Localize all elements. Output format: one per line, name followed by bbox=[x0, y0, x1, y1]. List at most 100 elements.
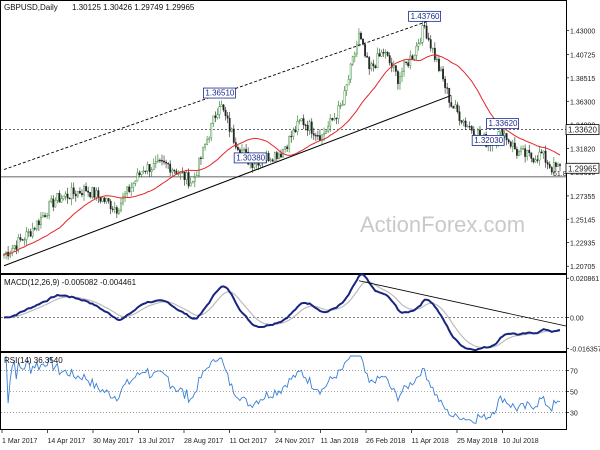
candle-body bbox=[40, 216, 42, 226]
candle-body bbox=[83, 186, 85, 196]
candle-body bbox=[397, 71, 399, 84]
candle-body bbox=[253, 163, 256, 168]
candle-body bbox=[130, 187, 133, 192]
candle-body bbox=[302, 118, 305, 126]
candle-body bbox=[173, 169, 176, 172]
watermark: ActionForex.com bbox=[360, 212, 525, 237]
fib-label: 61.8 bbox=[553, 171, 567, 178]
candle-body bbox=[370, 63, 373, 70]
candle-body bbox=[103, 197, 106, 202]
candle-body bbox=[321, 134, 323, 141]
candle-body bbox=[101, 197, 104, 202]
candle-body bbox=[308, 121, 311, 131]
candle-body bbox=[448, 87, 451, 103]
candle-body bbox=[74, 193, 77, 197]
candle-body bbox=[290, 135, 293, 138]
candle-body bbox=[538, 151, 541, 161]
candle-body bbox=[507, 139, 510, 143]
main-y-axis: 1.430001.407251.385151.363001.340901.318… bbox=[566, 28, 595, 271]
candle-body bbox=[79, 191, 81, 194]
rsi-line bbox=[5, 355, 561, 424]
candle-body bbox=[44, 215, 46, 217]
candle-body bbox=[144, 170, 147, 172]
candle-body bbox=[423, 25, 426, 27]
candle-body bbox=[413, 55, 416, 60]
moving-average-line bbox=[3, 54, 561, 256]
candle-body bbox=[161, 160, 163, 162]
candle-body bbox=[230, 128, 233, 132]
candle-body bbox=[42, 215, 44, 218]
candle-body bbox=[335, 117, 338, 120]
macd-y-axis: 0.020861 0.00 -0.016357 bbox=[566, 276, 600, 353]
candle-body bbox=[132, 183, 135, 188]
macd-panel bbox=[0, 274, 567, 352]
candle-body bbox=[29, 231, 32, 237]
candle-body bbox=[189, 182, 192, 187]
candle-body bbox=[552, 162, 555, 173]
candle-body bbox=[206, 139, 209, 145]
candle-body bbox=[70, 187, 73, 200]
candle-body bbox=[425, 25, 428, 39]
candle-body bbox=[85, 186, 87, 192]
candle-body bbox=[384, 51, 387, 54]
level-price-box bbox=[565, 124, 600, 136]
candle-body bbox=[399, 76, 401, 84]
candle-body bbox=[33, 228, 36, 230]
candle-body bbox=[542, 150, 545, 154]
candle-body bbox=[146, 164, 149, 172]
candle-body bbox=[126, 186, 128, 195]
callout-label: 1.36510 bbox=[205, 89, 234, 98]
candle-body bbox=[509, 141, 512, 147]
candle-body bbox=[52, 198, 55, 208]
candle-body bbox=[23, 239, 26, 241]
y-tick-label: 1.22935 bbox=[570, 241, 595, 248]
macd-title: MACD(12,26,9) -0.005082 -0.004461 bbox=[4, 278, 137, 287]
candle-body bbox=[366, 55, 369, 58]
candle-body bbox=[462, 120, 465, 123]
candle-body bbox=[376, 53, 379, 69]
y-tick-label: 50 bbox=[570, 390, 578, 397]
candle-body bbox=[76, 191, 79, 197]
candle-body bbox=[56, 192, 59, 201]
callouts-group: 1.43760 1.36510 1.30380 1.33620 1.32030 bbox=[203, 10, 519, 164]
callout-box bbox=[471, 135, 505, 146]
candle-body bbox=[312, 133, 315, 136]
candle-body bbox=[343, 90, 346, 105]
candle-body bbox=[526, 149, 529, 157]
candle-body bbox=[278, 153, 280, 159]
candles-group bbox=[3, 19, 561, 260]
candle-body bbox=[152, 163, 155, 170]
candle-body bbox=[446, 87, 449, 89]
candle-body bbox=[505, 133, 508, 140]
rsi-panel bbox=[0, 352, 567, 430]
ohlc-header: 1.30125 1.30426 1.29749 1.29965 bbox=[72, 3, 195, 12]
candle-body bbox=[288, 135, 291, 149]
candle-body bbox=[436, 58, 438, 61]
candle-body bbox=[136, 172, 139, 182]
candle-body bbox=[427, 37, 430, 40]
y-tick-label: 0.00 bbox=[570, 316, 584, 323]
candle-body bbox=[128, 186, 131, 192]
candle-body bbox=[378, 53, 381, 57]
y-tick-label: 1.27355 bbox=[570, 194, 595, 201]
candle-body bbox=[193, 177, 196, 182]
candle-body bbox=[25, 231, 28, 240]
candle-body bbox=[331, 118, 334, 121]
x-tick-label: 24 Nov 2017 bbox=[275, 438, 315, 445]
candle-body bbox=[438, 58, 440, 71]
candle-body bbox=[411, 55, 414, 60]
candle-body bbox=[458, 111, 461, 121]
candle-body bbox=[224, 109, 227, 116]
candle-body bbox=[72, 187, 75, 195]
candle-body bbox=[355, 44, 358, 55]
candle-body bbox=[150, 169, 153, 172]
candle-body bbox=[214, 115, 217, 118]
candle-body bbox=[210, 123, 213, 139]
candle-body bbox=[456, 104, 459, 112]
candle-body bbox=[368, 57, 371, 70]
candle-body bbox=[117, 210, 120, 214]
x-tick-label: 28 Aug 2017 bbox=[184, 438, 223, 445]
candle-body bbox=[345, 84, 348, 91]
candle-body bbox=[275, 152, 278, 159]
candle-body bbox=[232, 128, 235, 143]
